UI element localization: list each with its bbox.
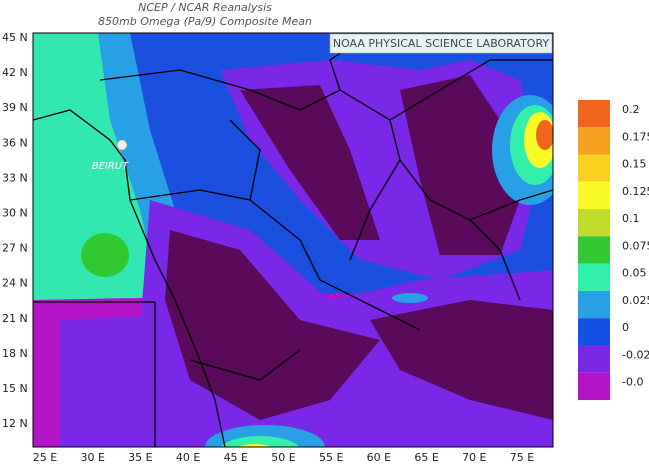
lat-label: 18 N xyxy=(2,347,28,360)
colorbar-label: 0.15 xyxy=(622,158,647,171)
lon-label: 45 E xyxy=(224,451,248,464)
lon-label: 25 E xyxy=(33,451,57,464)
colorbar-swatch xyxy=(578,209,610,237)
colorbar-swatch xyxy=(578,236,610,264)
colorbar-swatch xyxy=(578,345,610,373)
lon-label: 40 E xyxy=(176,451,200,464)
colorbar-swatch xyxy=(578,154,610,182)
lat-label: 27 N xyxy=(2,242,28,255)
map: NOAA PHYSICAL SCIENCE LABORATORY BEIRUT xyxy=(32,32,554,448)
colorbar-swatch xyxy=(578,100,610,128)
lon-label: 65 E xyxy=(414,451,438,464)
lon-label: 50 E xyxy=(271,451,295,464)
lat-label: 36 N xyxy=(2,136,28,149)
title: NCEP / NCAR Reanalysis xyxy=(138,1,272,14)
lat-label: 42 N xyxy=(2,66,28,79)
colorbar-label: -0.025 xyxy=(622,348,649,361)
colorbar-label: 0.05 xyxy=(622,267,647,280)
colorbar-swatch xyxy=(578,181,610,210)
lat-label: 30 N xyxy=(2,207,28,220)
lat-label: 15 N xyxy=(2,382,28,395)
lon-label: 55 E xyxy=(319,451,343,464)
lon-label: 75 E xyxy=(510,451,534,464)
lat-label: 12 N xyxy=(2,417,28,430)
lat-label: 45 N xyxy=(2,31,28,44)
colorbar-swatch xyxy=(578,372,610,400)
colorbar: 0.2 0.175 0.15 0.125 0.1 0.075 0.05 0.025 0 -0.02… xyxy=(578,100,649,400)
lon-label: 35 E xyxy=(128,451,152,464)
colorbar-swatch xyxy=(578,290,610,319)
lat-label: 21 N xyxy=(2,312,28,325)
lat-label: 39 N xyxy=(2,101,28,114)
colorbar-swatch xyxy=(578,318,610,346)
colorbar-label: 0.075 xyxy=(622,239,649,252)
colorbar-label: 0.175 xyxy=(622,130,649,143)
colorbar-label: 0.125 xyxy=(622,185,649,198)
city-label: BEIRUT xyxy=(92,161,129,172)
subtitle: 850mb Omega (Pa/9) Composite Mean xyxy=(98,15,312,28)
watermark: NOAA PHYSICAL SCIENCE LABORATORY xyxy=(333,37,550,50)
lon-label: 60 E xyxy=(367,451,391,464)
axis-labels: 45 N 42 N 39 N 36 N 33 N 30 N 27 N 24 N 21 N 18 N… xyxy=(2,31,534,464)
colorbar-label: 0.1 xyxy=(622,212,640,225)
city-pin xyxy=(116,139,128,161)
colorbar-swatch xyxy=(578,127,610,155)
colorbar-label: 0.2 xyxy=(622,103,640,116)
lon-label: 30 E xyxy=(80,451,104,464)
colorbar-label: -0.0 xyxy=(622,376,643,389)
lon-label: 70 E xyxy=(462,451,486,464)
lat-label: 24 N xyxy=(2,277,28,290)
colorbar-label: 0 xyxy=(622,321,629,334)
colorbar-label: 0.025 xyxy=(622,294,649,307)
colorbar-swatch xyxy=(578,263,610,291)
lat-label: 33 N xyxy=(2,171,28,184)
